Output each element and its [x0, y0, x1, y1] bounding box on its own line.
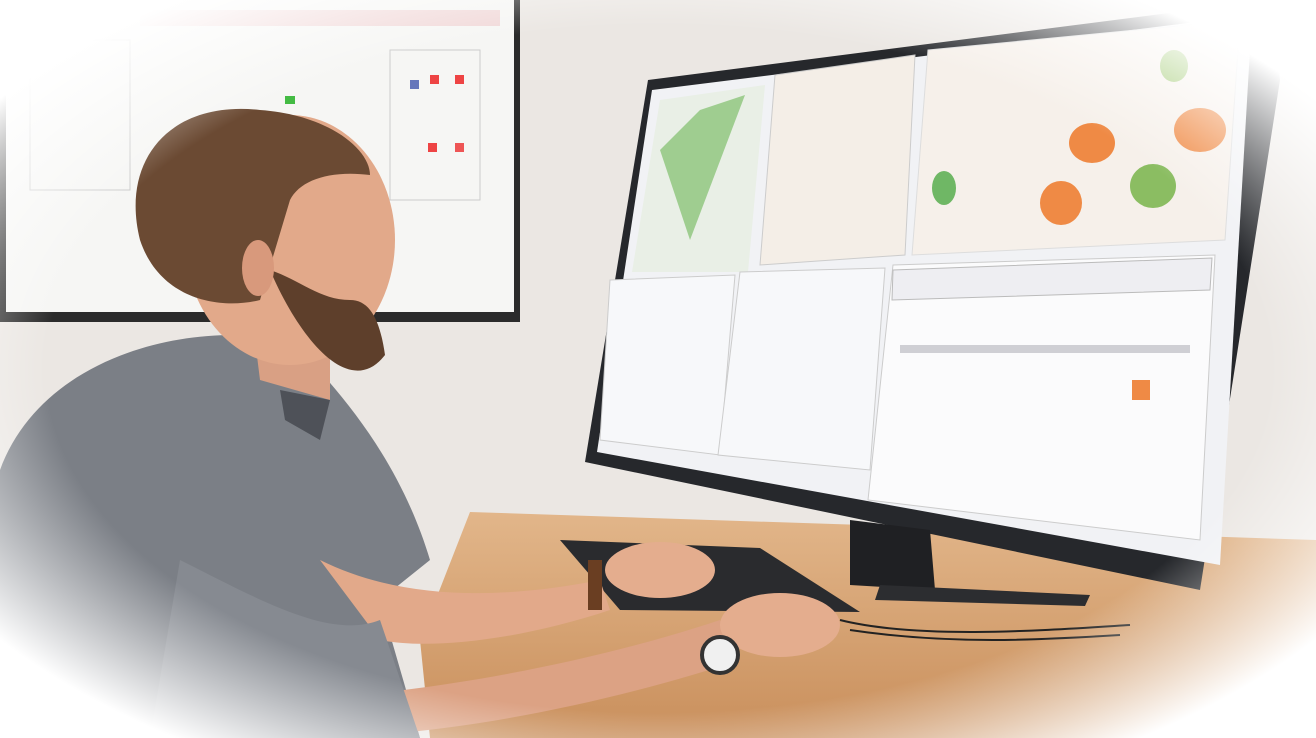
photo-scene [0, 0, 1316, 738]
scene-svg [0, 0, 1316, 738]
vignette [0, 0, 1316, 738]
